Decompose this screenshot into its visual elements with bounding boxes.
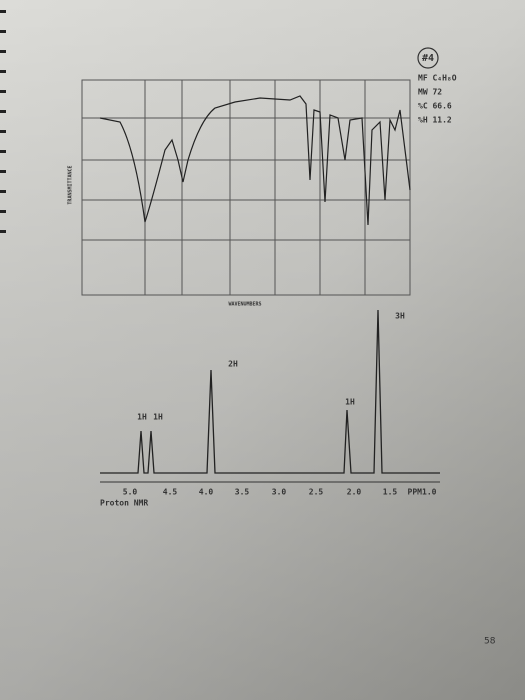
ir-y-label: TRANSMITTANCE [68,165,74,204]
ir-trace [99,95,411,226]
integration: 2H [228,360,238,369]
label-circle [417,47,439,69]
ir-grid [81,79,411,296]
integration: 1H [137,413,147,422]
axis-label: 2.5 [309,488,324,497]
axis-label: 4.0 [199,488,214,497]
axis-label: 3.5 [235,488,250,497]
carbon-percent: %C 66.6 [418,102,452,111]
integration: 1H [153,413,163,422]
axis-label: 5.0 [123,488,138,497]
integration: 1H [345,398,355,407]
page-label: #4 [422,53,434,64]
nmr-trace [100,309,440,474]
axis-label: 3.0 [272,488,287,497]
hydrogen-percent: %H 11.2 [418,116,452,125]
molecular-weight: MW 72 [418,88,442,97]
integration: 3H [395,312,405,321]
axis-label: 4.5 [163,488,178,497]
page-number: 58 [484,637,496,647]
ir-x-label: WAVENUMBERS [228,302,261,308]
axis-label: 1.5 [383,488,398,497]
nmr-title: Proton NMR [100,499,148,508]
formula: MF C₄H₈O [418,74,457,83]
axis-label: PPM1.0 [408,488,437,497]
spiral-binding [0,10,6,233]
axis-label: 2.0 [347,488,362,497]
